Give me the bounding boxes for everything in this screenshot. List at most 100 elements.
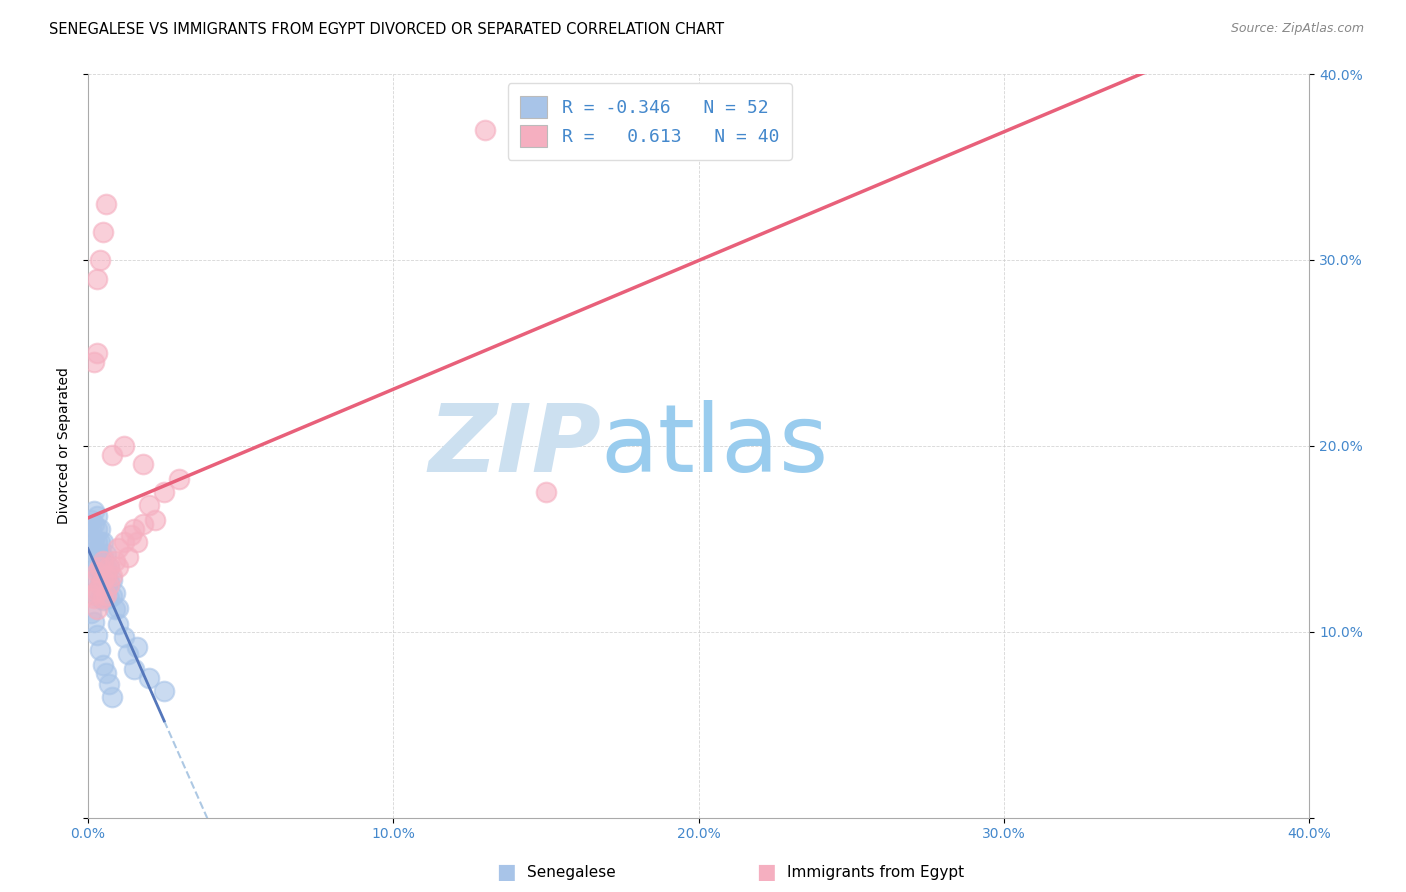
Point (96, 576, 118, 591)
Point (89, 550, 111, 565)
Point (98, 559, 121, 574)
Point (83, 504, 105, 518)
Point (96, 561, 118, 575)
Point (101, 569, 124, 583)
Text: SENEGALESE VS IMMIGRANTS FROM EGYPT DIVORCED OR SEPARATED CORRELATION CHART: SENEGALESE VS IMMIGRANTS FROM EGYPT DIVO… (49, 22, 724, 37)
Point (89, 578, 111, 592)
Point (96, 588, 118, 602)
Point (107, 541, 129, 555)
Point (104, 554, 127, 568)
Point (86, 628, 108, 642)
Point (132, 516, 155, 531)
Point (86, 583, 108, 598)
Point (80, 523, 103, 537)
Point (114, 535, 136, 549)
Point (89, 643, 111, 657)
Point (96, 665, 118, 680)
Point (83, 559, 105, 574)
Point (117, 647, 139, 661)
Point (96, 197, 118, 211)
Text: ■: ■ (756, 863, 776, 882)
Point (83, 532, 105, 546)
Point (104, 585, 127, 599)
Point (125, 640, 148, 654)
Point (86, 346, 108, 360)
Point (474, 123, 496, 137)
Point (91, 578, 114, 592)
Point (89, 523, 111, 537)
Point (83, 355, 105, 369)
Point (98, 677, 121, 691)
Text: ■: ■ (496, 863, 516, 882)
Point (86, 559, 108, 574)
Point (83, 615, 105, 630)
Point (143, 513, 166, 527)
Point (80, 606, 103, 620)
Point (91, 573, 114, 587)
Point (91, 225, 114, 239)
Point (86, 535, 108, 549)
Point (125, 535, 148, 549)
Point (122, 523, 145, 537)
Point (89, 563, 111, 577)
Point (86, 523, 108, 537)
Point (89, 576, 111, 591)
Point (120, 528, 142, 542)
Point (83, 545, 105, 559)
Point (86, 271, 108, 285)
Point (169, 472, 191, 486)
Point (91, 535, 114, 549)
Point (83, 573, 105, 587)
Point (101, 448, 124, 462)
Point (86, 602, 108, 616)
Point (98, 559, 121, 574)
Point (89, 559, 111, 574)
Text: Immigrants from Egypt: Immigrants from Egypt (787, 865, 965, 880)
Point (89, 535, 111, 549)
Point (153, 684, 176, 698)
Point (91, 658, 114, 673)
Point (91, 563, 114, 577)
Text: Senegalese: Senegalese (527, 865, 616, 880)
Point (86, 509, 108, 524)
Point (122, 662, 145, 676)
Point (91, 550, 114, 565)
Point (132, 458, 155, 472)
Point (91, 591, 114, 606)
Legend: R = -0.346   N = 52, R =   0.613   N = 40: R = -0.346 N = 52, R = 0.613 N = 40 (508, 83, 792, 160)
Text: ZIP: ZIP (427, 400, 600, 491)
Point (534, 485, 557, 500)
Point (86, 565, 108, 579)
Point (91, 593, 114, 607)
Point (89, 591, 111, 606)
Point (83, 516, 105, 531)
Point (86, 588, 108, 602)
Point (96, 569, 118, 583)
Point (107, 559, 129, 574)
Point (98, 574, 121, 589)
Point (107, 600, 129, 615)
Y-axis label: Divorced or Separated: Divorced or Separated (58, 368, 72, 524)
Text: atlas: atlas (600, 400, 830, 491)
Point (114, 630, 136, 644)
Point (86, 547, 108, 561)
Text: Source: ZipAtlas.com: Source: ZipAtlas.com (1230, 22, 1364, 36)
Point (101, 573, 124, 587)
Point (101, 590, 124, 604)
Point (153, 485, 176, 500)
Point (83, 591, 105, 606)
Point (138, 671, 160, 685)
Point (80, 535, 103, 549)
Point (98, 578, 121, 592)
Point (91, 554, 114, 568)
Point (117, 550, 139, 565)
Point (104, 602, 127, 616)
Point (138, 498, 160, 512)
Point (80, 513, 103, 527)
Point (89, 252, 111, 267)
Point (98, 591, 121, 606)
Point (86, 573, 108, 587)
Point (114, 439, 136, 453)
Point (96, 547, 118, 561)
Point (101, 690, 124, 704)
